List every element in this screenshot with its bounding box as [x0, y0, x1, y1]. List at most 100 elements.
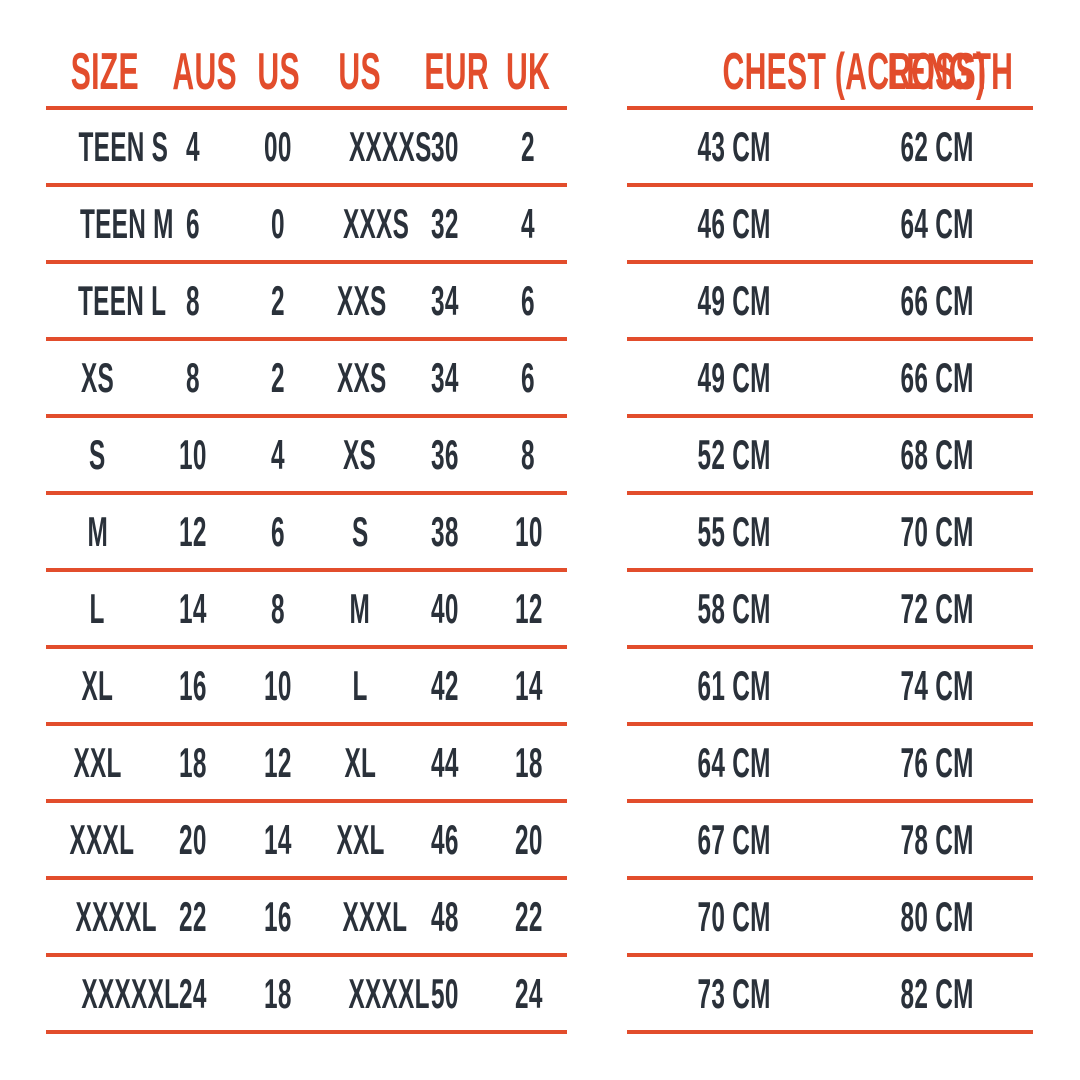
table-cell: 8 — [490, 430, 567, 478]
cell-value: 32 — [431, 199, 460, 247]
table-cell: 40 — [401, 587, 490, 630]
cell-value: 4 — [271, 430, 286, 478]
cell-value: 38 — [431, 507, 460, 555]
table-row: S 10 4 XS 36 8 — [46, 418, 567, 495]
table-row: 70 CM 80 CM — [627, 880, 1033, 957]
table-cell: 18 — [490, 738, 567, 786]
table-row: 49 CM 66 CM — [627, 264, 1033, 341]
table-row: XXXL 20 14 XXL 46 20 — [46, 803, 567, 880]
table-cell: XXXXXL — [46, 972, 179, 1015]
table-cell: 20 — [490, 818, 567, 861]
table-row: 49 CM 66 CM — [627, 341, 1033, 418]
cell-value: XXXL — [69, 815, 135, 863]
cell-value: XL — [81, 661, 114, 709]
table-cell: 6 — [490, 276, 567, 324]
table-cell: XXXXL — [46, 895, 156, 938]
cell-value: 18 — [514, 738, 543, 786]
cell-value: 20 — [179, 815, 207, 863]
cell-value: 10 — [179, 430, 207, 478]
cell-value: 8 — [186, 353, 201, 401]
cell-value: 66 CM — [900, 353, 975, 401]
cell-value: 14 — [179, 584, 207, 632]
table-cell: XXS — [319, 279, 401, 322]
cell-value: 12 — [179, 507, 207, 555]
cell-value: L — [89, 584, 105, 632]
header-row: SIZE AUS US US EUR UK — [46, 37, 567, 110]
cell-value: XXL — [73, 738, 122, 786]
table-row: TEEN L 8 2 XXS 34 6 — [46, 264, 567, 341]
cell-value: 14 — [514, 661, 543, 709]
table-row: XS 8 2 XXS 34 6 — [46, 341, 567, 418]
cell-value: 0 — [271, 199, 286, 247]
table-cell: 34 — [401, 356, 490, 399]
cell-value: 10 — [264, 661, 293, 709]
cell-value: M — [349, 584, 371, 632]
table-cell: 14 — [238, 818, 319, 861]
cell-value: 8 — [521, 430, 536, 478]
cell-value: 16 — [264, 892, 293, 940]
cell-value: 50 — [431, 969, 460, 1017]
cell-value: 52 CM — [697, 430, 772, 478]
cell-value: XXXXXL — [81, 969, 180, 1017]
cell-value: 24 — [179, 969, 207, 1017]
table-cell: 32 — [401, 199, 490, 247]
table-cell: 10 — [149, 430, 238, 478]
table-cell: 78 CM — [842, 818, 1033, 861]
cell-value: 18 — [264, 969, 293, 1017]
table-cell: 58 CM — [627, 584, 842, 632]
cell-value: 4 — [521, 199, 536, 247]
header-label: US — [338, 42, 382, 101]
table-cell: L — [46, 584, 149, 632]
cell-value: 00 — [264, 122, 293, 170]
table-cell: XXXXS — [319, 125, 431, 168]
table-cell: 12 — [490, 584, 567, 632]
header-cell-chest-across: CHEST (ACROSS) — [627, 46, 986, 98]
cell-value: 30 — [431, 122, 460, 170]
cell-value: XL — [344, 738, 376, 786]
table-row: 58 CM 72 CM — [627, 572, 1033, 649]
cell-value: 46 — [431, 815, 460, 863]
table-row: 46 CM 64 CM — [627, 187, 1033, 264]
cell-value: 24 — [514, 969, 543, 1017]
table-cell: 18 — [149, 741, 238, 784]
cell-value: XXXXS — [348, 122, 432, 170]
table-cell: 10 — [238, 661, 319, 709]
cell-value: 72 CM — [900, 584, 975, 632]
table-row: 67 CM 78 CM — [627, 803, 1033, 880]
cell-value: 70 CM — [900, 507, 975, 555]
table-cell: 14 — [149, 584, 238, 632]
cell-value: 36 — [431, 430, 460, 478]
table-cell: 49 CM — [627, 356, 842, 399]
cell-value: XXS — [336, 353, 387, 401]
cell-value: XXXL — [342, 892, 408, 940]
table-cell: 74 CM — [842, 664, 1033, 707]
table-cell: 36 — [401, 430, 490, 478]
table-cell: 34 — [401, 279, 490, 322]
cell-value: 6 — [521, 276, 536, 324]
cell-value: 16 — [179, 661, 207, 709]
table-cell: 16 — [149, 661, 238, 709]
cell-value: 12 — [514, 584, 543, 632]
cell-value: TEEN S — [78, 122, 169, 170]
cell-value: 6 — [271, 507, 286, 555]
cell-value: 12 — [264, 738, 293, 786]
table-cell: XXS — [319, 353, 401, 401]
header-cell-us: US — [238, 46, 319, 98]
table-cell: 00 — [238, 122, 319, 170]
header-cell-us: US — [319, 46, 401, 98]
cell-value: M — [87, 507, 108, 555]
table-row: XXXXXL 24 18 XXXXL 50 24 — [46, 957, 567, 1034]
table-row: 61 CM 74 CM — [627, 649, 1033, 726]
table-cell: 72 CM — [842, 584, 1033, 632]
header-label: CHEST (ACROSS) — [722, 42, 987, 101]
cell-value: 64 CM — [697, 738, 772, 786]
table-cell: 18 — [238, 969, 319, 1017]
table-cell: XL — [46, 661, 149, 709]
cell-value: 58 CM — [697, 584, 772, 632]
table-cell: XXL — [319, 818, 401, 861]
table-cell: 2 — [238, 356, 319, 399]
table-cell: XS — [46, 356, 149, 399]
measurements-table: CHEST (ACROSS) LENGTH 43 CM 62 CM 46 CM 64 CM… — [627, 37, 1033, 1034]
table-cell: 6 — [149, 202, 238, 245]
table-cell: 10 — [490, 510, 567, 553]
